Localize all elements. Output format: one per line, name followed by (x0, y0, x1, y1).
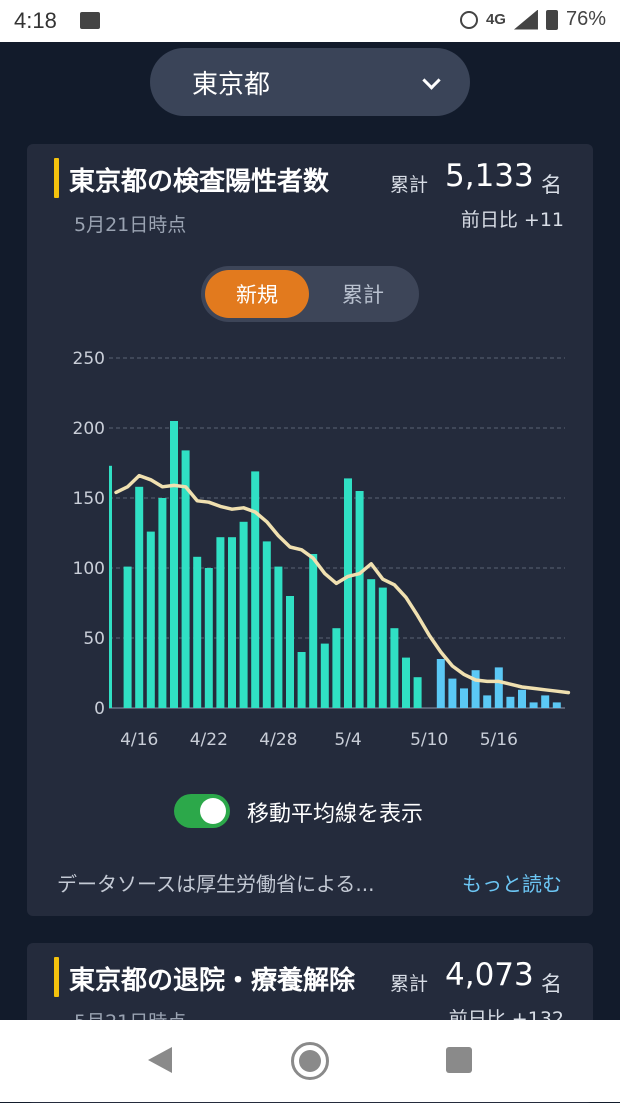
card-title: 東京都の退院・療養解除 (69, 966, 356, 996)
tab-cumulative[interactable]: 累計 (342, 283, 384, 307)
chart-bar (506, 696, 515, 708)
day-over-day: 前日比 +11 (460, 209, 564, 231)
chart-bar (228, 537, 236, 708)
y-tick-label: 100 (73, 559, 105, 579)
chart-bar (251, 471, 260, 708)
moving-average-label: 移動平均線を表示 (247, 802, 424, 827)
chart-bar (297, 652, 306, 708)
positive-cases-chart: 0 50 100 150 200 250 4/16 4/22 4/28 5/4 5/10 5/16 (73, 349, 571, 750)
chart-bar (181, 450, 190, 708)
as-of-date: 5月21日時点 (74, 214, 187, 236)
y-tick-label: 250 (73, 349, 105, 369)
chart-bar (460, 688, 468, 708)
y-tick-label: 0 (94, 699, 105, 719)
title-accent-bar (54, 957, 59, 997)
chart-bar (541, 695, 550, 708)
chart-bar (204, 568, 213, 708)
chart-bar (135, 486, 144, 708)
chart-bar (367, 579, 376, 708)
navigation-bar (0, 1020, 620, 1102)
chart-bar (239, 521, 248, 708)
signal-icon (514, 10, 538, 30)
chart-bar (332, 628, 341, 708)
total-label: 累計 (390, 174, 429, 196)
chart-bar (286, 596, 294, 708)
tab-new[interactable]: 新規 (205, 270, 309, 318)
chart-bar (344, 478, 352, 708)
total-unit: 名 (541, 972, 562, 996)
total-value: 4,073 (445, 957, 534, 993)
y-tick-label: 50 (83, 629, 105, 649)
x-tick-label: 5/4 (334, 730, 361, 750)
chart-bar (158, 498, 167, 708)
chart-bar (146, 531, 155, 708)
home-icon[interactable] (291, 1042, 329, 1080)
chart-bar (402, 657, 410, 708)
x-tick-label: 5/16 (480, 730, 518, 750)
back-icon[interactable] (148, 1047, 172, 1073)
region-value: 東京都 (192, 69, 271, 100)
chart-bar (494, 667, 503, 708)
chart-bar (170, 421, 178, 708)
chevron-down-icon (422, 71, 441, 90)
chart-bar (262, 541, 271, 708)
alarm-icon (459, 10, 478, 29)
title-accent-bar (54, 158, 59, 198)
chart-bar (483, 695, 492, 708)
battery-icon (545, 9, 558, 30)
chart-bar (436, 659, 445, 708)
chart-bar (123, 566, 132, 708)
new-cumulative-toggle: 新規 累計 (201, 266, 419, 322)
region-dropdown[interactable]: 東京都 (150, 48, 470, 116)
chart-bar (320, 643, 329, 708)
positive-cases-card: 東京都の検査陽性者数 5月21日時点 累計 5,133 名 前日比 +11 新規… (27, 144, 593, 916)
total-value: 5,133 (445, 158, 534, 194)
battery-level: 76% (565, 8, 606, 30)
recent-apps-icon[interactable] (446, 1047, 472, 1073)
status-icons: 4G 76% (459, 8, 606, 31)
moving-average-line (114, 473, 571, 695)
chart-bar (390, 628, 399, 708)
chart-bar (518, 689, 526, 708)
x-tick-label: 4/28 (259, 730, 297, 750)
image-notification-icon (80, 12, 100, 29)
chart-bar (193, 556, 202, 708)
chart-bar (471, 670, 480, 708)
total-label: 累計 (390, 973, 429, 995)
chart-bar (529, 702, 538, 708)
data-source-text: データソースは厚生労働省による... (57, 872, 375, 896)
chart-bar (309, 554, 318, 708)
chart-bar (274, 566, 283, 708)
status-bar: 4:18 4G 76% (0, 0, 620, 42)
x-tick-label: 4/16 (120, 730, 158, 750)
y-tick-label: 200 (73, 419, 105, 439)
chart-bar (378, 587, 387, 708)
total-unit: 名 (541, 173, 562, 197)
chart-bar (355, 491, 364, 708)
toggle-knob (200, 798, 226, 824)
moving-average-toggle[interactable] (174, 794, 230, 828)
chart-bar-partial (109, 465, 112, 708)
status-time: 4:18 (14, 8, 57, 33)
x-tick-label: 4/22 (190, 730, 228, 750)
card-title: 東京都の検査陽性者数 (69, 167, 330, 197)
chart-bar (413, 677, 422, 708)
read-more-link[interactable]: もっと読む (462, 872, 562, 896)
network-type: 4G (485, 11, 506, 28)
y-tick-label: 150 (73, 489, 105, 509)
chart-bar (552, 702, 561, 708)
x-tick-label: 5/10 (410, 730, 448, 750)
chart-bar (216, 537, 225, 708)
chart-bar (448, 678, 457, 708)
